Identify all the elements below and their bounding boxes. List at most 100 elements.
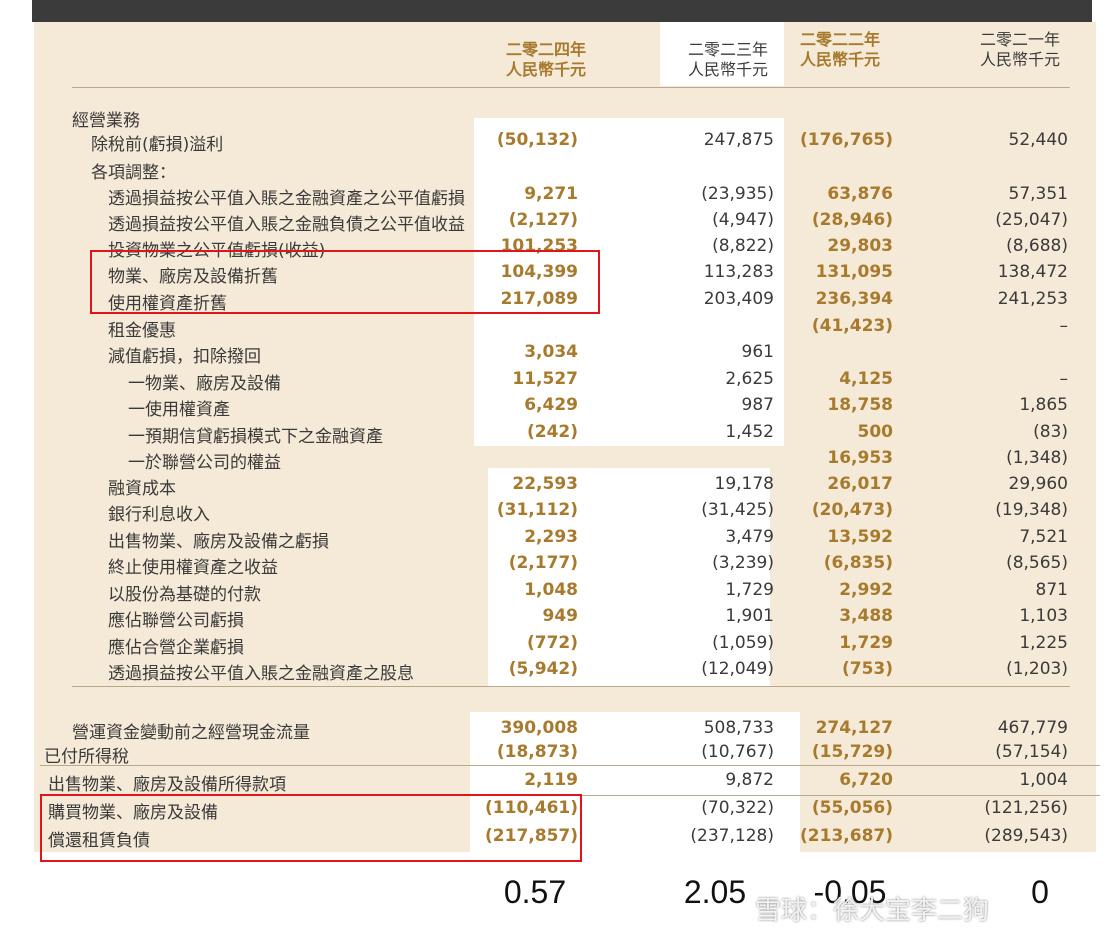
row-label: 應佔聯營公司虧損 bbox=[108, 611, 244, 631]
value-2022: 236,394 bbox=[815, 289, 893, 309]
value-2022: 3,488 bbox=[839, 606, 893, 626]
value-2023: (8,822) bbox=[712, 236, 774, 256]
value-2021: (8,565) bbox=[1006, 553, 1068, 573]
value-2024: (110,461) bbox=[485, 798, 578, 818]
value-2023: 9,872 bbox=[725, 770, 774, 790]
value-2021: (57,154) bbox=[995, 742, 1068, 762]
value-2024: (31,112) bbox=[496, 500, 578, 520]
value-2022: 274,127 bbox=[815, 718, 893, 738]
row-label: 出售物業、廠房及設備所得款項 bbox=[48, 775, 286, 795]
header-2023-unit: 人民幣千元 bbox=[687, 60, 768, 79]
header-2021-year: 二零二一年 bbox=[979, 30, 1060, 49]
ratio-2024: 0.57 bbox=[503, 874, 567, 910]
value-2023: 3,479 bbox=[725, 527, 774, 547]
value-2022: (28,946) bbox=[811, 210, 893, 230]
value-2023: (12,049) bbox=[701, 659, 774, 679]
value-2021: (289,543) bbox=[984, 826, 1068, 846]
header-2022: 二零二二年 人民幣千元 bbox=[780, 30, 900, 70]
value-2024: 2,293 bbox=[524, 527, 578, 547]
row-label: 融資成本 bbox=[108, 479, 176, 499]
ratio-2021: 0 bbox=[1031, 874, 1049, 910]
white-patch-header-2023 bbox=[660, 22, 784, 86]
value-2024: 217,089 bbox=[500, 289, 578, 309]
value-2023: 1,729 bbox=[725, 580, 774, 600]
row-label: 一物業、廠房及設備 bbox=[128, 374, 281, 394]
row-label: 透過損益按公平值入賬之金融負債之公平值收益 bbox=[108, 215, 465, 235]
row-label: 各項調整： bbox=[91, 163, 176, 183]
value-2021: 467,779 bbox=[997, 718, 1068, 738]
value-2024: (772) bbox=[526, 633, 578, 653]
value-2023: 1,452 bbox=[725, 422, 774, 442]
value-2024: (5,942) bbox=[508, 659, 578, 679]
value-2022: 500 bbox=[857, 422, 894, 442]
value-2024: 390,008 bbox=[500, 718, 578, 738]
row-label: 使用權資產折舊 bbox=[108, 294, 227, 314]
ratio-2022: -0.05 bbox=[813, 874, 887, 910]
value-2023: (237,128) bbox=[690, 826, 774, 846]
white-patch-2024 bbox=[474, 118, 784, 446]
value-2022: 1,729 bbox=[839, 633, 893, 653]
row-label: 除稅前(虧損)溢利 bbox=[91, 135, 224, 155]
value-2024: (2,177) bbox=[508, 553, 578, 573]
row-label: 透過損益按公平值入賬之金融資產之公平值虧損 bbox=[108, 189, 465, 209]
header-2023: 二零二三年 人民幣千元 bbox=[668, 40, 788, 80]
value-2021: 1,225 bbox=[1019, 633, 1068, 653]
value-2023: 113,283 bbox=[703, 262, 774, 282]
value-2022: (55,056) bbox=[811, 798, 893, 818]
value-2023: (10,767) bbox=[701, 742, 774, 762]
highlight-depreciation bbox=[90, 250, 600, 314]
value-2024: 22,593 bbox=[512, 474, 578, 494]
ratio-2023: 2.05 bbox=[683, 874, 747, 910]
row-label: 一使用權資產 bbox=[128, 400, 230, 420]
value-2022: (15,729) bbox=[811, 742, 893, 762]
value-2022: (20,473) bbox=[811, 500, 893, 520]
value-2021: 241,253 bbox=[997, 289, 1068, 309]
row-label: 應佔合營企業虧損 bbox=[108, 638, 244, 658]
value-2023: 203,409 bbox=[703, 289, 774, 309]
value-2022: 6,720 bbox=[839, 770, 893, 790]
value-2021: – bbox=[1059, 316, 1069, 336]
row-label: 租金優惠 bbox=[108, 321, 176, 341]
value-2022: (176,765) bbox=[800, 130, 893, 150]
value-2021: (25,047) bbox=[995, 210, 1068, 230]
value-2024: 3,034 bbox=[524, 342, 578, 362]
top-dark-bar bbox=[32, 0, 1092, 22]
value-2023: 2,625 bbox=[725, 369, 774, 389]
value-2024: (217,857) bbox=[485, 826, 578, 846]
value-2022: 131,095 bbox=[815, 262, 893, 282]
value-2022: 13,592 bbox=[827, 527, 893, 547]
value-2022: 2,992 bbox=[839, 580, 893, 600]
value-2021: 138,472 bbox=[997, 262, 1068, 282]
value-2024: 2,119 bbox=[524, 770, 578, 790]
value-2024: 1,048 bbox=[524, 580, 578, 600]
header-2023-year: 二零二三年 bbox=[687, 40, 768, 59]
row-label: 物業、廠房及設備折舊 bbox=[108, 267, 278, 287]
value-2023: (3,239) bbox=[712, 553, 774, 573]
value-2022: (753) bbox=[841, 659, 893, 679]
row-label: 出售物業、廠房及設備之虧損 bbox=[108, 532, 329, 552]
white-patch-bottom bbox=[470, 712, 800, 862]
value-2021: 29,960 bbox=[1008, 474, 1068, 494]
value-2023: 247,875 bbox=[703, 130, 774, 150]
white-patch-2023 bbox=[488, 468, 770, 686]
value-2022: 18,758 bbox=[827, 395, 893, 415]
row-label: 以股份為基礎的付款 bbox=[108, 585, 261, 605]
value-2021: (121,256) bbox=[984, 798, 1068, 818]
row-label: 一於聯營公司的權益 bbox=[128, 453, 281, 473]
value-2024: (50,132) bbox=[496, 130, 578, 150]
row-label: 償還租賃負債 bbox=[48, 831, 150, 851]
row-label: 終止使用權資產之收益 bbox=[108, 558, 278, 578]
header-2022-year: 二零二二年 bbox=[799, 30, 880, 49]
subtotal-rule bbox=[72, 686, 1070, 687]
value-2023: 19,178 bbox=[714, 474, 774, 494]
header-2024: 二零二四年 人民幣千元 bbox=[486, 40, 606, 80]
row-label: 減值虧損，扣除撥回 bbox=[108, 347, 261, 367]
value-2021: 1,004 bbox=[1019, 770, 1068, 790]
value-2024: (242) bbox=[526, 422, 578, 442]
header-2024-unit: 人民幣千元 bbox=[505, 60, 586, 79]
value-2021: 52,440 bbox=[1008, 130, 1068, 150]
value-2021: (1,203) bbox=[1006, 659, 1068, 679]
value-2021: 7,521 bbox=[1019, 527, 1068, 547]
watermark: 雪球：徐大宝李二狗 bbox=[755, 896, 990, 926]
value-2023: (70,322) bbox=[701, 798, 774, 818]
